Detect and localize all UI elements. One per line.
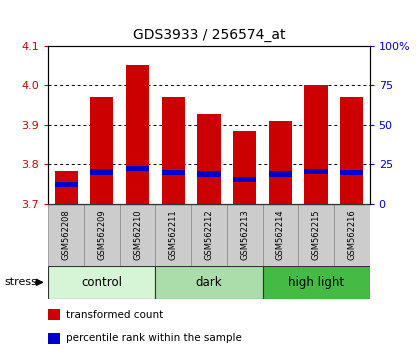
Text: control: control <box>81 276 122 289</box>
Title: GDS3933 / 256574_at: GDS3933 / 256574_at <box>133 28 285 42</box>
Bar <box>48 204 84 266</box>
Bar <box>162 170 185 175</box>
Bar <box>48 333 60 344</box>
Text: transformed count: transformed count <box>66 309 163 320</box>
Bar <box>233 177 256 182</box>
Bar <box>126 64 149 204</box>
Text: GSM562211: GSM562211 <box>169 209 178 260</box>
Bar <box>298 204 334 266</box>
Bar <box>162 97 185 204</box>
Bar <box>197 114 220 204</box>
Text: GSM562212: GSM562212 <box>205 209 213 260</box>
Bar <box>233 131 256 204</box>
Bar <box>48 266 155 299</box>
Bar <box>340 97 363 204</box>
Bar <box>262 204 298 266</box>
Text: GSM562208: GSM562208 <box>62 209 71 260</box>
Bar <box>55 182 78 187</box>
Bar <box>269 171 292 177</box>
Bar <box>334 204 370 266</box>
Bar <box>126 166 149 171</box>
Bar <box>227 204 262 266</box>
Bar <box>269 121 292 204</box>
Bar <box>197 171 220 177</box>
Bar <box>55 171 78 204</box>
Text: GSM562213: GSM562213 <box>240 209 249 260</box>
Text: GSM562216: GSM562216 <box>347 209 356 260</box>
Bar <box>84 204 120 266</box>
Text: GSM562210: GSM562210 <box>133 209 142 260</box>
Text: stress: stress <box>4 277 37 287</box>
Bar <box>90 170 113 175</box>
Bar <box>304 169 328 174</box>
Bar <box>340 170 363 175</box>
Text: dark: dark <box>196 276 222 289</box>
Bar <box>48 309 60 320</box>
Bar <box>191 204 227 266</box>
Bar <box>262 266 370 299</box>
Text: percentile rank within the sample: percentile rank within the sample <box>66 333 242 343</box>
Bar <box>120 204 155 266</box>
Bar <box>155 204 191 266</box>
Text: GSM562214: GSM562214 <box>276 209 285 260</box>
Text: GSM562209: GSM562209 <box>97 209 106 260</box>
Bar <box>90 97 113 204</box>
Bar <box>155 266 262 299</box>
Text: high light: high light <box>288 276 344 289</box>
Text: GSM562215: GSM562215 <box>312 209 320 260</box>
Bar <box>304 85 328 204</box>
